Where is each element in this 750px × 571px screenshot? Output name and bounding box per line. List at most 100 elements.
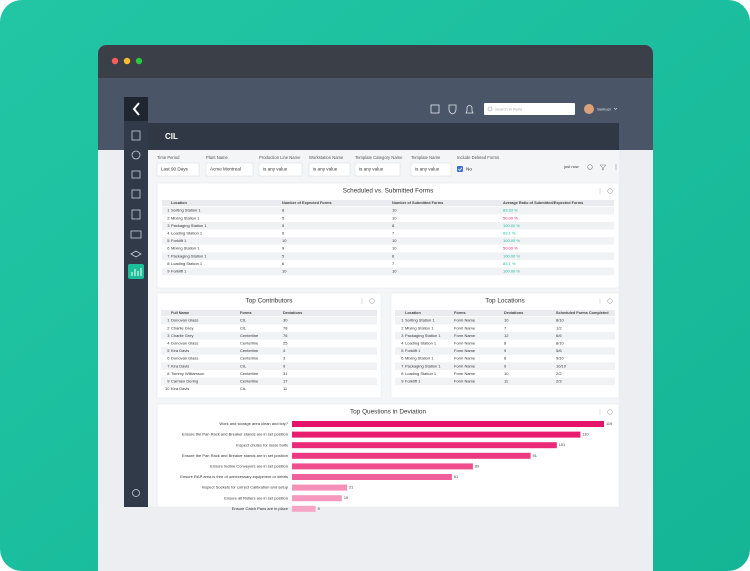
nav-icon[interactable] [131,189,141,199]
table-cell: Forklift 1 [405,348,421,353]
window-dot[interactable] [111,57,119,65]
table-row [162,222,614,230]
bell-icon[interactable] [465,105,474,114]
table-row [395,362,615,370]
panel-settings[interactable] [607,409,613,415]
search-placeholder: Search in Relia [495,107,523,112]
table-cell: Packaging Station 1 [171,223,207,228]
table-cell: 4 [401,340,404,345]
nav-icon [131,268,142,276]
table-cell: 10 [504,318,509,323]
settings-icon[interactable] [132,489,140,497]
table-cell: 8 [282,208,285,213]
table-cell: 25 [283,340,288,345]
bar [292,505,316,512]
window-dot[interactable] [135,57,143,65]
panel-title: Top Locations [485,298,524,305]
filter-label: Time Period [157,155,180,160]
table-cell: 76 [283,333,288,338]
refresh-icon[interactable] [587,164,593,170]
table-row [395,324,615,332]
category-label: Ensure incline Conveyors are in set posi… [210,463,288,468]
checkbox[interactable] [457,166,463,172]
panel-settings[interactable] [369,298,375,304]
nav-icon[interactable] [131,209,141,220]
nav-active[interactable] [128,264,144,279]
table-cell: 5 [167,238,170,243]
column-header: Location [405,311,422,315]
user-name[interactable]: Samuel [597,107,611,112]
table-row [395,332,615,340]
sidebar-icons [130,130,142,497]
nav-icon[interactable] [130,230,142,239]
window-dot[interactable] [123,57,131,65]
table-cell: 78 [283,325,288,330]
filter-input[interactable] [410,162,452,177]
table-cell: 6 [167,356,170,361]
table-cell: Packaging Station 1 [171,253,207,258]
bar [292,495,342,502]
table-row [161,339,377,348]
panel-settings[interactable] [607,188,613,194]
table-cell: 10 [392,246,397,251]
filter-input[interactable] [258,162,303,177]
table-cell: 17 [283,378,288,383]
filter-input[interactable] [308,162,351,177]
table-cell: 10 [392,215,397,220]
table-cell: 3 [401,333,404,338]
table-cell: 1 [401,318,404,323]
back-button[interactable] [124,97,148,121]
table-cell: Forklift 1 [405,378,421,383]
table-row [162,267,614,276]
nav-icon[interactable] [131,170,141,179]
category-label: Ensure the Pan Rack and Breaker stands a… [182,453,288,458]
table-cell: 9 [167,378,170,383]
table-cell: 8/10 [556,340,565,345]
table-row [395,347,615,355]
filter-value: is any value [415,167,440,172]
table-row [395,370,615,378]
table-row [162,237,614,245]
table-cell: Packaging Station 1 [405,363,441,368]
filter-input[interactable] [354,162,401,177]
column-header: Scheduled Forms Completed [556,311,609,315]
table-cell: 9 [401,378,404,383]
table-cell: 5/6 [556,348,562,353]
table-cell: Donovan Glass [171,340,198,345]
panel-settings[interactable] [607,298,613,304]
search-box[interactable] [484,103,575,115]
shield-icon[interactable] [448,104,457,115]
table-row [395,354,615,363]
table-header [162,200,614,206]
table-cell: 6 [392,253,395,258]
filter-icon[interactable] [599,164,607,171]
avatar[interactable] [584,104,594,114]
table-cell: 2/2 [556,371,562,376]
nav-icon[interactable] [131,150,141,160]
table-cell: 31 [283,371,288,376]
filter-value: No [466,167,472,172]
table-cell: Form Name [454,371,476,376]
table-row [162,260,614,268]
nav-icon[interactable] [131,130,141,141]
scan-icon[interactable] [430,104,440,114]
filter-input[interactable] [205,162,254,177]
table-cell: 83.1 % [503,230,516,235]
column-header: Number of Expected Forms [282,201,332,205]
table-cell: 100.00 % [503,238,520,243]
table-cell: 5 [401,348,404,353]
nav-icon[interactable] [130,250,142,258]
filter-input[interactable] [156,162,200,177]
table-cell: 9 [283,363,286,368]
table-cell: 10 [392,208,397,213]
panel-title: Scheduled vs. Submitted Forms [343,188,434,195]
table-cell: 2 [167,325,170,330]
table-cell: 9 [504,363,507,368]
table-cell: Packaging Station 1 [405,333,441,338]
table-cell: 5 [167,348,170,353]
value-label: 119 [606,422,612,426]
sidebar [124,97,148,507]
table-cell: Mixing Station 1 [405,325,434,330]
table-cell: 5 [282,253,285,258]
